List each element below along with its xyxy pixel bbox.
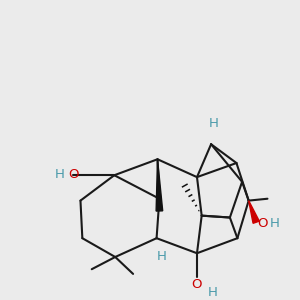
Text: O: O	[69, 168, 79, 181]
Text: O: O	[191, 278, 201, 291]
Polygon shape	[156, 159, 163, 211]
Text: H: H	[207, 286, 217, 299]
Polygon shape	[249, 201, 259, 223]
Text: H: H	[269, 217, 279, 230]
Text: O: O	[257, 217, 268, 230]
Text: H: H	[55, 168, 64, 181]
Text: H: H	[156, 250, 166, 263]
Text: H: H	[209, 117, 219, 130]
